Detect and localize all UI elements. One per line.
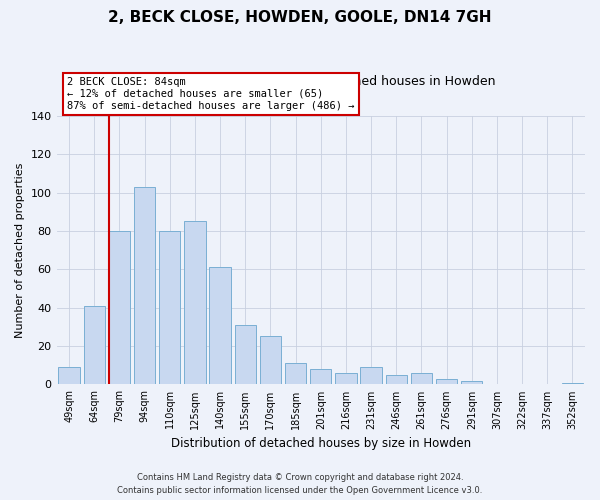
Bar	[209, 268, 231, 384]
Title: Size of property relative to detached houses in Howden: Size of property relative to detached ho…	[146, 76, 495, 88]
Bar	[58, 367, 80, 384]
Bar	[83, 306, 105, 384]
Text: 2 BECK CLOSE: 84sqm
← 12% of detached houses are smaller (65)
87% of semi-detach: 2 BECK CLOSE: 84sqm ← 12% of detached ho…	[67, 78, 355, 110]
Bar	[335, 373, 356, 384]
Text: 2, BECK CLOSE, HOWDEN, GOOLE, DN14 7GH: 2, BECK CLOSE, HOWDEN, GOOLE, DN14 7GH	[108, 10, 492, 25]
Bar	[436, 378, 457, 384]
Bar	[260, 336, 281, 384]
Bar	[159, 231, 181, 384]
X-axis label: Distribution of detached houses by size in Howden: Distribution of detached houses by size …	[171, 437, 471, 450]
Bar	[411, 373, 432, 384]
Bar	[386, 375, 407, 384]
Bar	[461, 380, 482, 384]
Bar	[361, 367, 382, 384]
Bar	[235, 325, 256, 384]
Y-axis label: Number of detached properties: Number of detached properties	[15, 162, 25, 338]
Bar	[285, 364, 307, 384]
Text: Contains HM Land Registry data © Crown copyright and database right 2024.
Contai: Contains HM Land Registry data © Crown c…	[118, 474, 482, 495]
Bar	[310, 369, 331, 384]
Bar	[184, 222, 206, 384]
Bar	[109, 231, 130, 384]
Bar	[134, 187, 155, 384]
Bar	[562, 382, 583, 384]
